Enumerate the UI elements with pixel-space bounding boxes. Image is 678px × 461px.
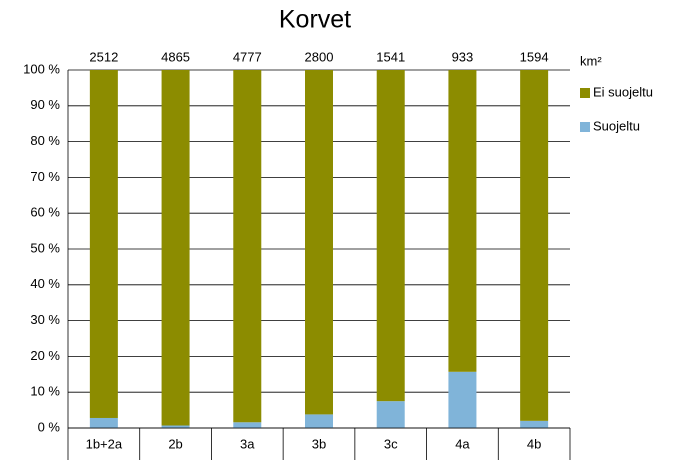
legend-swatch	[580, 88, 590, 98]
x-tick-label: 3b	[312, 436, 326, 451]
bar-segment	[376, 401, 405, 428]
y-tick-label: 50 %	[30, 240, 60, 255]
y-tick-label: 0 %	[38, 419, 61, 434]
legend-label: Suojeltu	[593, 118, 640, 133]
bar-segment	[305, 70, 333, 415]
chart-title: Korvet	[279, 6, 351, 34]
x-tick-label: 4b	[527, 436, 541, 451]
x-tick-label: 4a	[455, 436, 470, 451]
bar-segment	[520, 70, 549, 421]
totals-unit: km²	[580, 53, 602, 68]
legend-swatch	[580, 122, 590, 132]
y-tick-label: 80 %	[30, 133, 60, 148]
x-tick-label: 2b	[168, 436, 182, 451]
y-tick-label: 20 %	[30, 348, 60, 363]
total-label: 933	[452, 49, 474, 64]
y-tick-label: 40 %	[30, 276, 60, 291]
bar-segment	[161, 70, 190, 426]
bar-segment	[161, 425, 190, 428]
total-label: 1541	[376, 49, 405, 64]
bar-segment	[89, 417, 118, 428]
y-tick-label: 70 %	[30, 169, 60, 184]
bar-segment	[305, 414, 333, 428]
total-label: 2800	[305, 49, 334, 64]
y-tick-label: 10 %	[30, 384, 60, 399]
bar-segment	[448, 70, 477, 372]
total-label: 2512	[89, 49, 118, 64]
legend-label: Ei suojeltu	[593, 84, 653, 99]
y-tick-label: 30 %	[30, 312, 60, 327]
x-tick-label: 1b+2a	[86, 436, 123, 451]
y-tick-label: 90 %	[30, 97, 60, 112]
bar-segment	[233, 70, 262, 423]
bar-segment	[520, 420, 549, 428]
bar-segment	[233, 422, 262, 428]
x-tick-label: 3a	[240, 436, 255, 451]
x-tick-label: 3c	[384, 436, 398, 451]
total-label: 4777	[233, 49, 262, 64]
total-label: 1594	[520, 49, 549, 64]
bar-segment	[89, 70, 118, 418]
bar-segment	[376, 70, 405, 402]
bar-segment	[448, 371, 477, 428]
total-label: 4865	[161, 49, 190, 64]
y-tick-label: 60 %	[30, 205, 60, 220]
y-tick-label: 100 %	[23, 61, 60, 76]
